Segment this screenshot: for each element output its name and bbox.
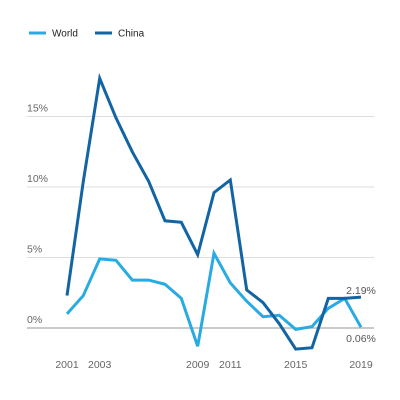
x-tick-label-2009: 2009 bbox=[186, 359, 210, 371]
end-label-china: 2.19% bbox=[346, 285, 376, 297]
y-tick-label-15: 15% bbox=[27, 103, 48, 115]
x-tick-label-2015: 2015 bbox=[284, 359, 308, 371]
legend-label-china: China bbox=[118, 29, 145, 40]
y-tick-label-5: 5% bbox=[27, 244, 42, 256]
y-tick-label-10: 10% bbox=[27, 173, 48, 185]
x-tick-label-2001: 2001 bbox=[55, 359, 79, 371]
end-label-world: 0.06% bbox=[346, 333, 376, 345]
x-tick-label-2003: 2003 bbox=[88, 359, 112, 371]
y-axis-tick-labels: 0% 5% 10% 15% bbox=[27, 103, 48, 327]
x-tick-label-2019: 2019 bbox=[349, 359, 373, 371]
series-lines bbox=[65, 72, 363, 351]
legend-label-world: World bbox=[52, 29, 78, 40]
x-axis-tick-labels: 2001 2003 2009 2011 2015 2019 bbox=[55, 359, 373, 371]
chart-legend: World China bbox=[29, 29, 145, 40]
series-line-china bbox=[65, 72, 362, 351]
x-tick-label-2011: 2011 bbox=[219, 359, 242, 371]
series-end-labels: 0.06% 2.19% bbox=[346, 285, 376, 345]
series-line-world bbox=[65, 248, 363, 347]
y-gridlines bbox=[27, 116, 374, 329]
y-tick-label-0: 0% bbox=[27, 314, 42, 326]
